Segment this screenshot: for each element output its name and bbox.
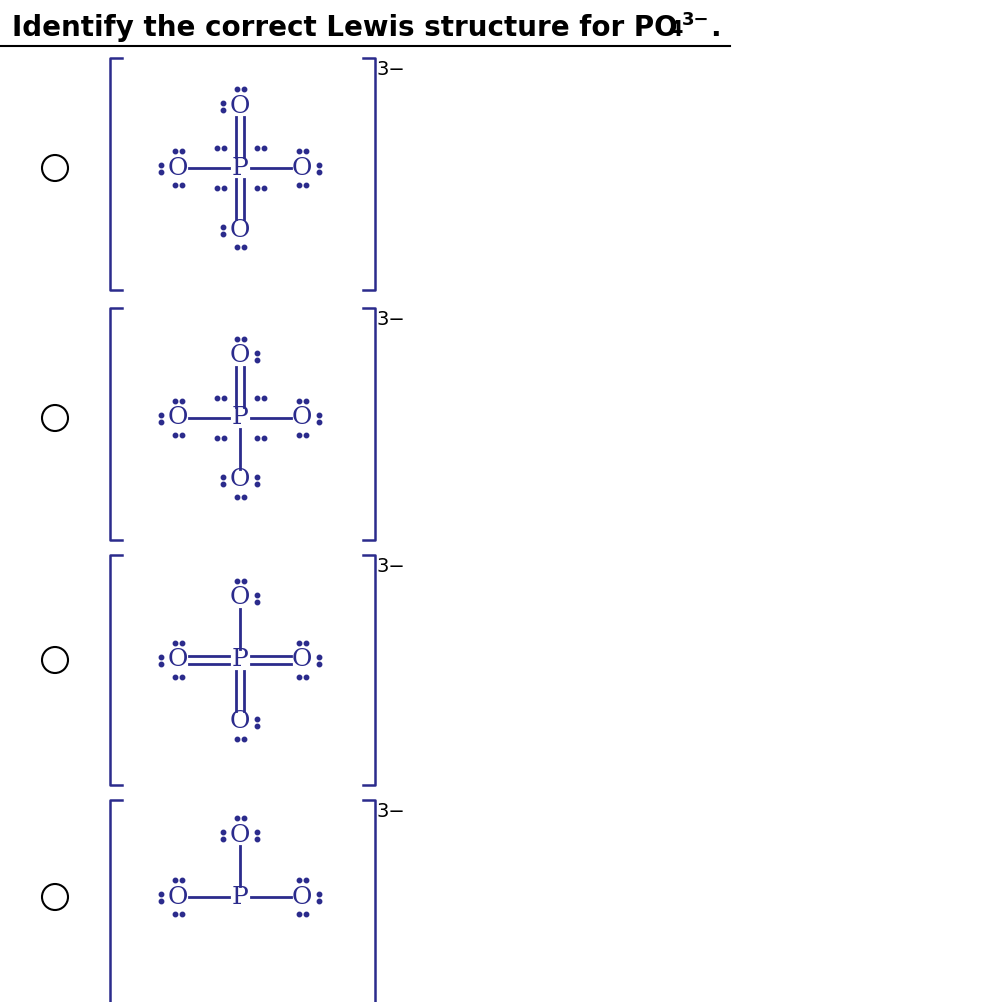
Text: O: O	[168, 156, 188, 179]
Text: 3−: 3−	[377, 310, 406, 329]
Text: O: O	[230, 94, 250, 117]
Text: O: O	[168, 886, 188, 909]
Text: 3−: 3−	[377, 60, 406, 79]
Text: O: O	[230, 824, 250, 847]
Text: O: O	[230, 218, 250, 241]
Text: O: O	[292, 407, 312, 430]
Text: 4: 4	[668, 20, 682, 40]
Text: O: O	[292, 886, 312, 909]
Text: O: O	[230, 469, 250, 492]
Text: 3−: 3−	[682, 11, 710, 29]
Text: P: P	[232, 648, 248, 671]
Text: O: O	[230, 345, 250, 368]
Text: O: O	[168, 407, 188, 430]
Text: 3−: 3−	[377, 802, 406, 821]
Text: P: P	[232, 407, 248, 430]
Text: O: O	[168, 648, 188, 671]
Text: P: P	[232, 156, 248, 179]
Text: 3−: 3−	[377, 557, 406, 576]
Text: O: O	[292, 648, 312, 671]
Text: P: P	[232, 886, 248, 909]
Text: O: O	[230, 586, 250, 609]
Text: O: O	[292, 156, 312, 179]
Text: O: O	[230, 710, 250, 733]
Text: Identify the correct Lewis structure for PO: Identify the correct Lewis structure for…	[12, 14, 677, 42]
Text: .: .	[710, 14, 721, 42]
